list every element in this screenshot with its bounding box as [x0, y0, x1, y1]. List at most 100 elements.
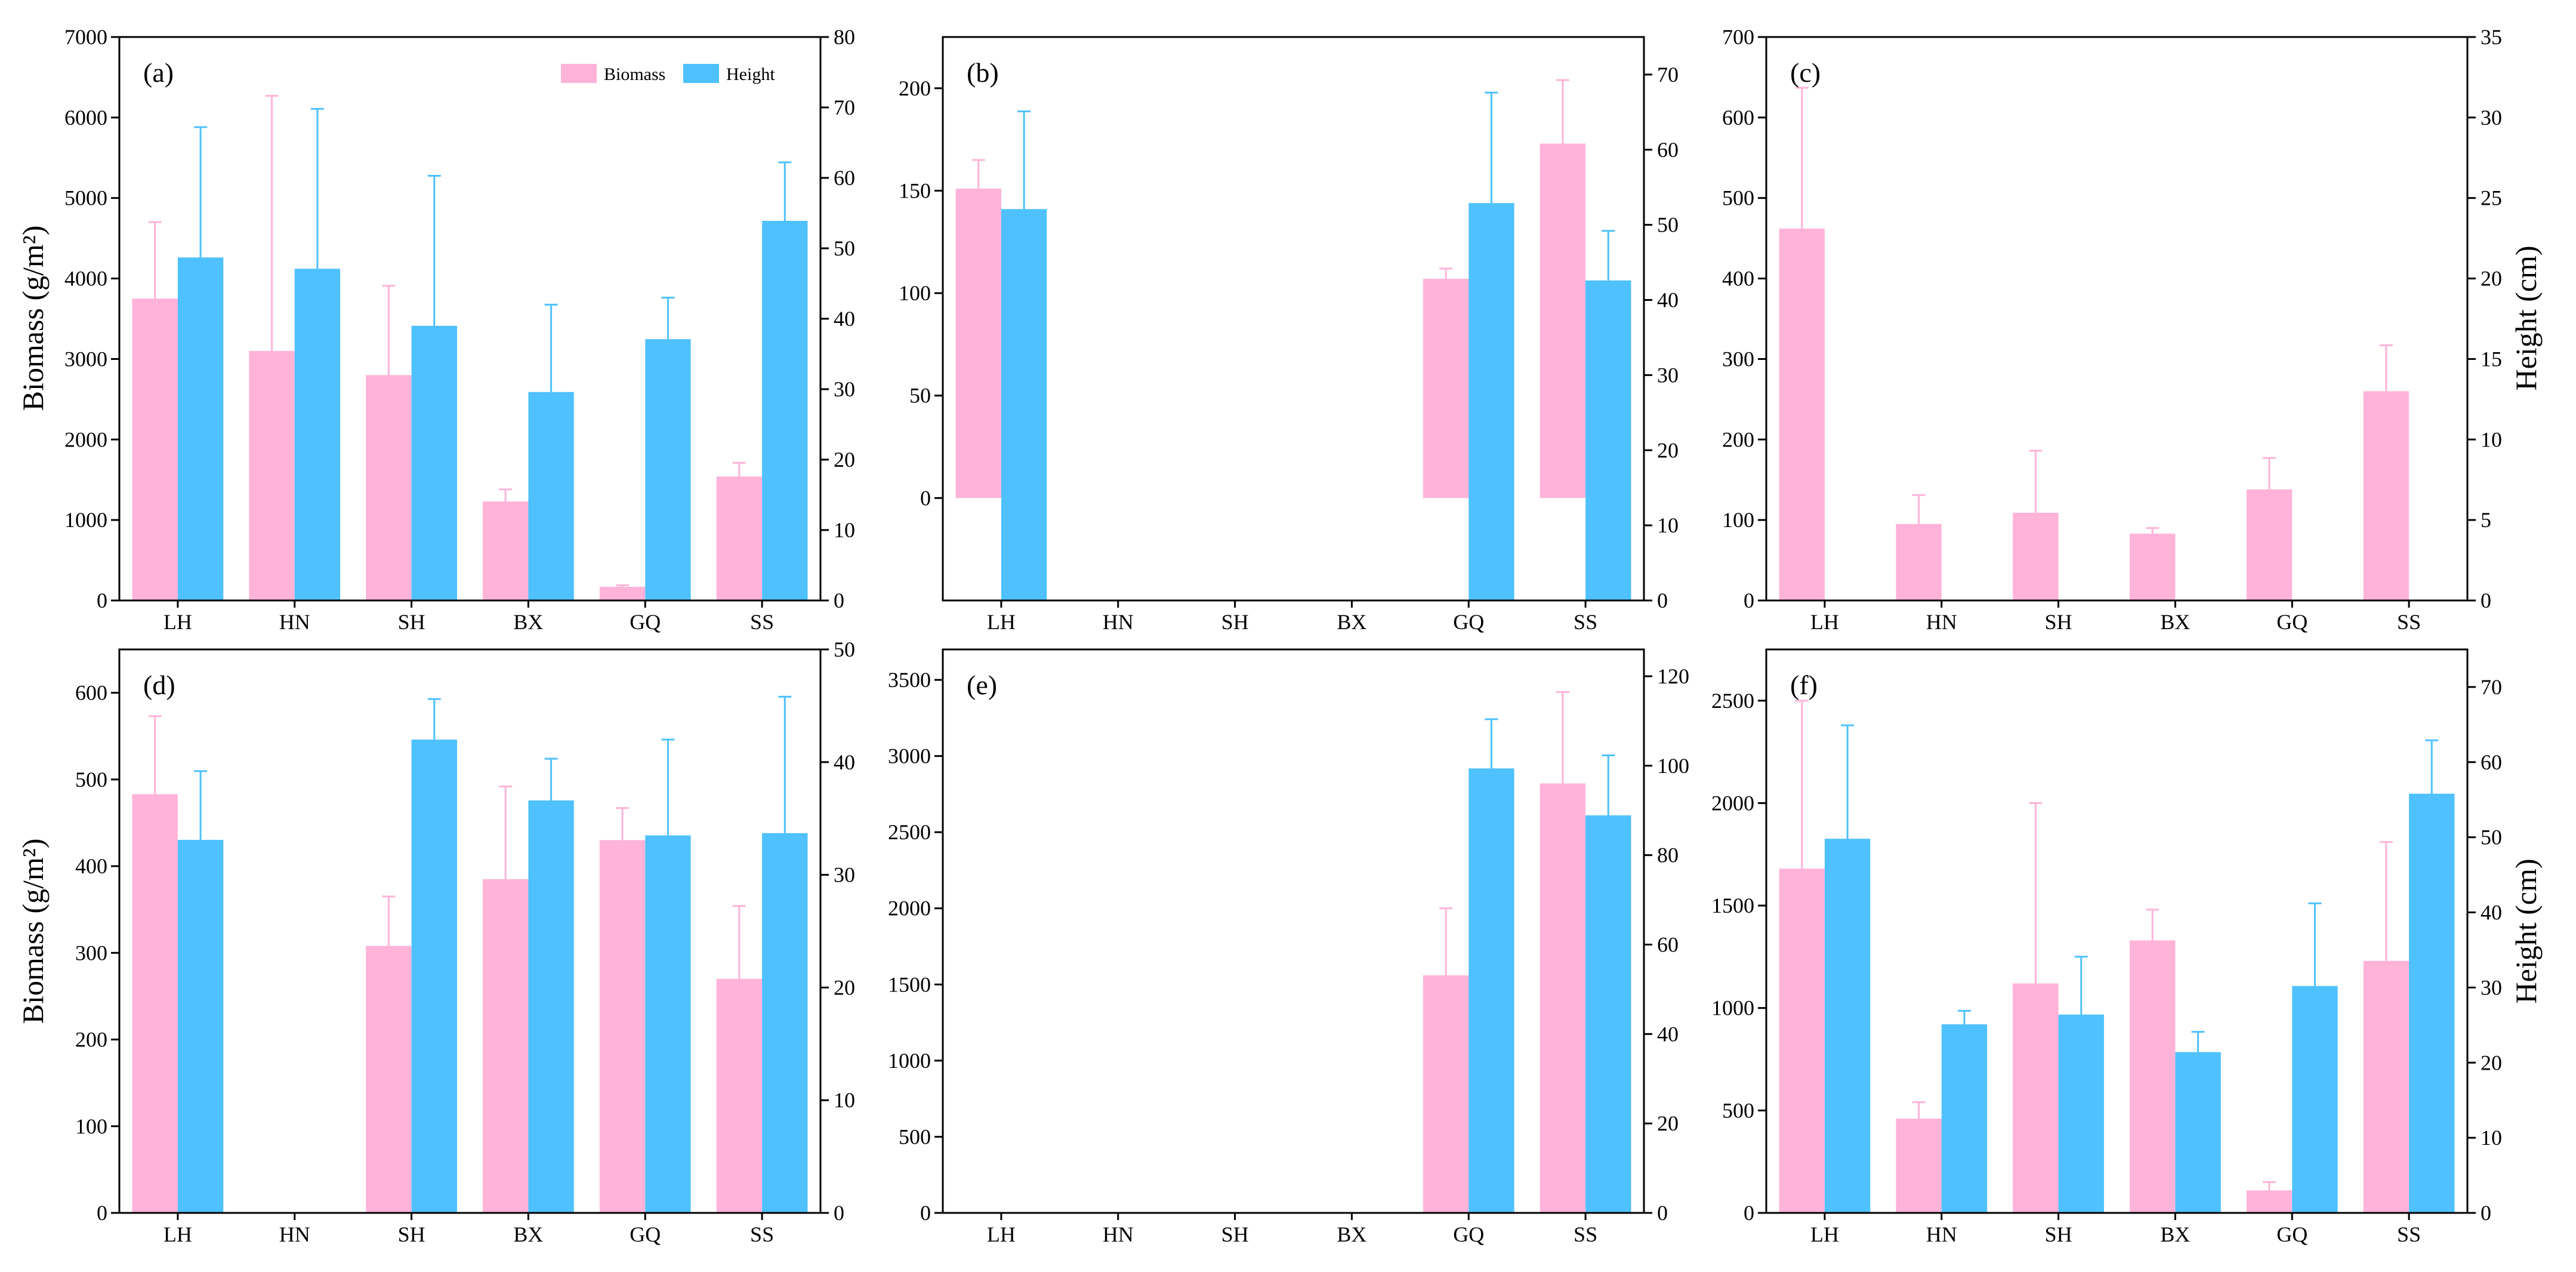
bar-height [294, 269, 341, 601]
y2-tick-label: 30 [834, 377, 855, 401]
panel-label: (c) [1790, 57, 1821, 88]
y-tick-label: 6000 [64, 106, 107, 130]
y-tick-label: 150 [899, 178, 931, 202]
x-tick-label: GQ [2276, 610, 2307, 634]
plots: 0100020003000400050006000700001020304050… [64, 25, 2502, 1246]
y-tick-label: 100 [75, 1114, 107, 1138]
x-tick-label: SS [750, 1222, 774, 1246]
x-tick-label: HN [279, 610, 310, 634]
y-tick-label: 1000 [64, 508, 107, 532]
bar-biomass [1540, 783, 1586, 1213]
bar-height [1585, 280, 1631, 601]
y2-tick-label: 120 [1657, 664, 1689, 688]
x-tick-label: LH [987, 1222, 1016, 1246]
x-tick-label: BX [2160, 1222, 2190, 1246]
x-tick-label: BX [513, 610, 543, 634]
y2-tick-label: 40 [1657, 288, 1679, 312]
y-tick-label: 2000 [1711, 791, 1754, 815]
x-tick-label: GQ [2276, 1222, 2307, 1246]
bar-biomass [1423, 279, 1469, 498]
x-tick-label: HN [1103, 1222, 1134, 1246]
panel-3: 0 100 200 300 400 500 600 700 0 5 10 15 20 25 30 35 LH HN… [1722, 25, 2502, 634]
y2-tick-label: 10 [1657, 513, 1679, 537]
y2-tick-label: 0 [834, 1201, 844, 1225]
panel-label: (e) [967, 670, 997, 700]
y-tick-label: 300 [1722, 347, 1754, 371]
y-tick-label: 50 [909, 384, 931, 408]
y2-tick-label: 0 [1657, 589, 1668, 612]
bar-height [1001, 209, 1047, 600]
y-tick-label: 0 [1744, 1201, 1754, 1225]
y-tick-label: 700 [1722, 25, 1754, 49]
y-tick-label: 300 [75, 941, 107, 965]
y2-tick-label: 80 [1657, 843, 1679, 867]
bar-height [528, 392, 574, 600]
bar-biomass [483, 879, 529, 1213]
x-tick-label: SS [2397, 1222, 2421, 1246]
bar-height [1469, 768, 1514, 1213]
x-tick-label: LH [987, 610, 1016, 634]
x-tick-label: SS [750, 610, 774, 634]
bar-biomass [716, 978, 763, 1213]
y2-tick-label: 60 [1657, 932, 1679, 956]
x-tick-label: LH [163, 1222, 192, 1246]
x-tick-label: SH [398, 1222, 425, 1246]
y2-tick-label: 0 [1657, 1201, 1668, 1225]
panel-label: (f) [1790, 670, 1818, 700]
bar-biomass [1540, 143, 1586, 498]
bar-biomass [2013, 513, 2059, 600]
bar-height [645, 339, 691, 600]
x-tick-label: GQ [1453, 1222, 1484, 1246]
panel-label: (b) [967, 57, 999, 88]
bar-height [2058, 1014, 2104, 1213]
bar-height [1469, 203, 1514, 600]
legend-height-label: Height [726, 64, 775, 84]
plot-frame [1765, 648, 2469, 1214]
plot-frame [118, 648, 822, 1214]
y2-tick-label: 60 [834, 166, 855, 190]
y-tick-label: 1000 [888, 1049, 931, 1073]
bar-biomass [132, 794, 178, 1213]
x-tick-label: LH [163, 610, 192, 634]
y-tick-label: 600 [75, 681, 107, 705]
bar-height [1585, 815, 1631, 1213]
bar-biomass [1779, 868, 1825, 1213]
legend-biomass-swatch [561, 64, 597, 83]
x-tick-label: BX [1337, 610, 1366, 634]
bar-biomass [716, 476, 763, 600]
y2-tick-label: 50 [2481, 826, 2502, 849]
x-tick-label: HN [1926, 1222, 1957, 1246]
legend-biomass-label: Biomass [604, 64, 665, 84]
y2-tick-label: 20 [834, 975, 855, 999]
bar-height [1941, 1024, 1988, 1213]
panel-label: (a) [143, 57, 174, 88]
x-tick-label: LH [1810, 1222, 1839, 1246]
y2-tick-label: 10 [834, 1088, 855, 1112]
bar-height [1824, 839, 1871, 1213]
x-tick-label: SS [1574, 610, 1597, 634]
bar-biomass [366, 375, 412, 600]
bar-height [762, 833, 808, 1213]
y2-tick-label: 40 [1657, 1022, 1679, 1046]
y-tick-label: 3000 [888, 744, 931, 768]
y2-tick-label: 10 [834, 518, 855, 542]
plot-frame [942, 36, 1645, 602]
x-tick-label: SH [2045, 1222, 2072, 1246]
x-tick-label: SH [2045, 610, 2072, 634]
y-tick-label: 5000 [64, 186, 107, 210]
y-tick-label: 2000 [64, 427, 107, 451]
bar-height [177, 840, 224, 1213]
y2-tick-label: 40 [834, 307, 855, 331]
legend: Biomass Height [561, 64, 775, 84]
y-tick-label: 600 [1722, 106, 1754, 130]
y-tick-label: 500 [1722, 1098, 1754, 1122]
x-tick-label: GQ [630, 1222, 661, 1246]
x-tick-label: BX [513, 1222, 543, 1246]
panel-1: 0 1000 2000 3000 4000 5000 6000 7000 0 10 20 30 40 50… [64, 25, 855, 634]
bar-biomass [483, 501, 529, 600]
y-tick-label: 100 [899, 281, 931, 305]
panel-label: (d) [143, 670, 175, 700]
y-tick-label: 200 [899, 76, 931, 100]
bar-biomass [1779, 228, 1825, 601]
